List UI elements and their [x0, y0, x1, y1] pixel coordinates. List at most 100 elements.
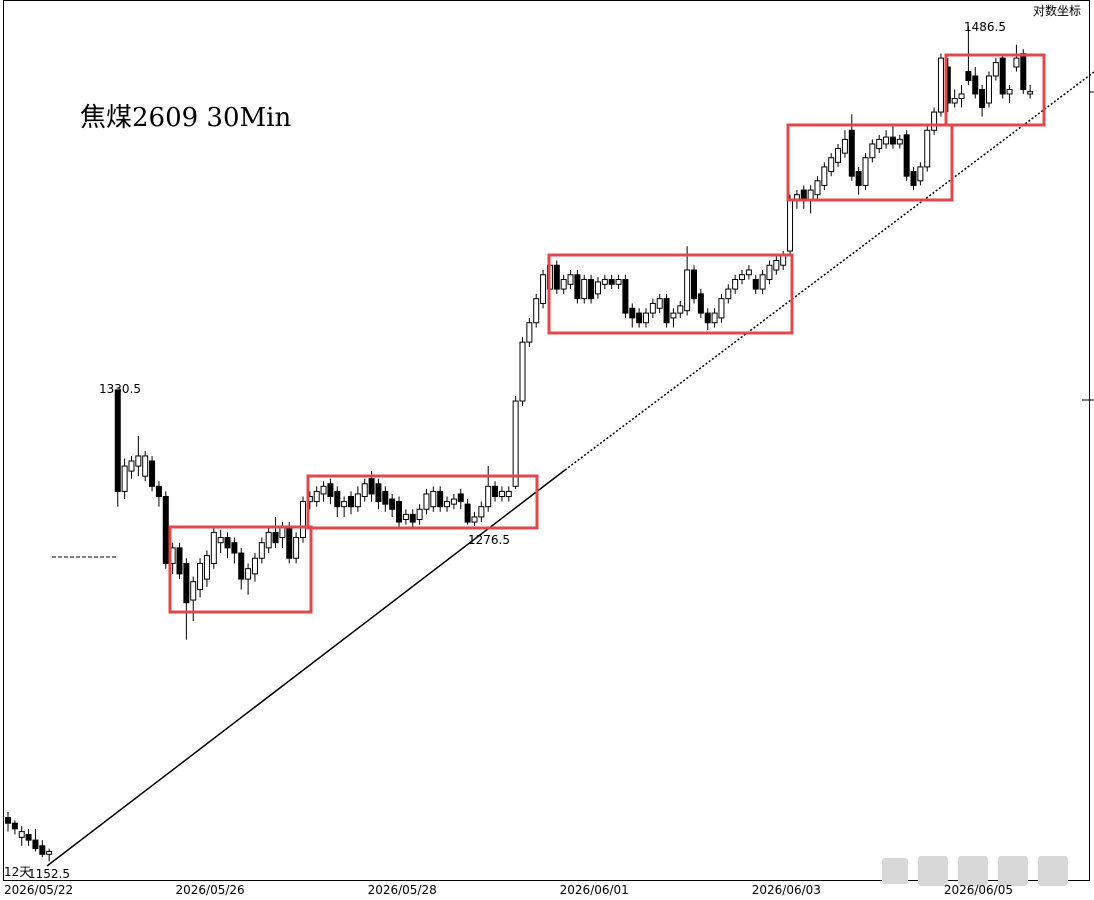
candle-body [581, 279, 588, 300]
candle-body [670, 312, 677, 319]
candle-body [903, 134, 910, 177]
candle-body [409, 513, 416, 523]
candle-body [368, 478, 375, 495]
plot-frame [3, 0, 1090, 881]
candle-body [162, 495, 169, 564]
candle-body [622, 279, 629, 314]
candle-body [286, 526, 293, 559]
candle-body [114, 389, 121, 492]
candle-body [203, 555, 210, 580]
candle-body [197, 562, 204, 591]
candle-body [32, 839, 39, 850]
range-box [944, 53, 1046, 127]
candle-body [704, 312, 711, 324]
candle-body [540, 274, 547, 304]
candle-body [588, 279, 595, 300]
candle-body [553, 264, 560, 290]
candle-body [512, 400, 519, 487]
candle-body [629, 307, 636, 319]
candle-body [972, 75, 979, 95]
candle-body [649, 302, 656, 314]
annotation: 1330.5 [99, 382, 141, 396]
candle-body [739, 274, 746, 281]
candle-body [183, 562, 190, 604]
candle-body [265, 531, 272, 549]
watermark [882, 856, 1068, 886]
candle-body [759, 274, 766, 290]
candle-body [39, 845, 46, 855]
candle-body [677, 305, 684, 314]
candle-body [361, 483, 368, 497]
candle-body [684, 269, 691, 312]
candle-body [985, 75, 992, 104]
candle-body [937, 57, 944, 113]
candle-body [814, 180, 821, 196]
candle-body [766, 264, 773, 281]
candle-body [608, 279, 615, 285]
candle-body [519, 341, 526, 402]
candle-body [1006, 88, 1013, 95]
trend-line [46, 469, 566, 867]
candle-body [155, 485, 162, 497]
candle-body [245, 568, 252, 580]
candle-body [848, 129, 855, 177]
candle-body [11, 822, 18, 830]
candle-body [492, 485, 499, 497]
candle-body [457, 493, 464, 503]
candle-body [238, 552, 245, 580]
candle-body [835, 148, 842, 163]
candle-body [485, 485, 492, 508]
candle-body [1027, 91, 1034, 95]
candle-body [718, 298, 725, 319]
candle-body [444, 501, 451, 508]
candle-body [965, 71, 972, 81]
candle-body [979, 88, 986, 109]
candle-body [533, 298, 540, 324]
candle-body [382, 490, 389, 505]
scale-label: 对数坐标 [1033, 3, 1081, 18]
candle-body [334, 490, 341, 508]
candle-body [348, 495, 354, 508]
candle-body [526, 322, 533, 343]
candle-body [821, 166, 828, 186]
candle-body [999, 57, 1006, 95]
annotation: 1276.5 [468, 533, 510, 547]
candle-body [293, 537, 300, 559]
candle-body [416, 508, 423, 521]
candle-body [251, 557, 258, 575]
candle-body [752, 279, 759, 290]
candle-body [732, 279, 739, 290]
candle-body [992, 62, 999, 77]
watermark-block [958, 856, 988, 886]
candle-body [889, 136, 896, 145]
candle-body [910, 171, 917, 186]
candle-body [931, 111, 938, 131]
candle-body [478, 506, 485, 518]
candle-body [389, 498, 396, 510]
x-tick-label: 2026/05/22 [4, 883, 73, 897]
candle-body [1013, 57, 1020, 68]
candle-body [224, 537, 231, 549]
candle-body [149, 460, 156, 487]
candle-body [313, 490, 320, 503]
x-tick-label: 2026/06/01 [560, 883, 629, 897]
range-box [786, 123, 954, 202]
candle-body [745, 269, 752, 276]
candle-body [396, 501, 403, 523]
candle-body [1020, 53, 1027, 90]
candle-body [464, 503, 471, 523]
candle-body [636, 312, 643, 324]
candle-body [800, 189, 807, 200]
candle-body [279, 526, 286, 539]
range-box [306, 474, 539, 530]
candle-body [807, 189, 814, 200]
candle-body [896, 138, 903, 145]
candle-body [656, 298, 663, 309]
watermark-block [918, 856, 948, 886]
candle-body [780, 255, 787, 266]
range-box [547, 253, 794, 335]
candles [5, 25, 1034, 862]
candle-body [828, 157, 835, 173]
